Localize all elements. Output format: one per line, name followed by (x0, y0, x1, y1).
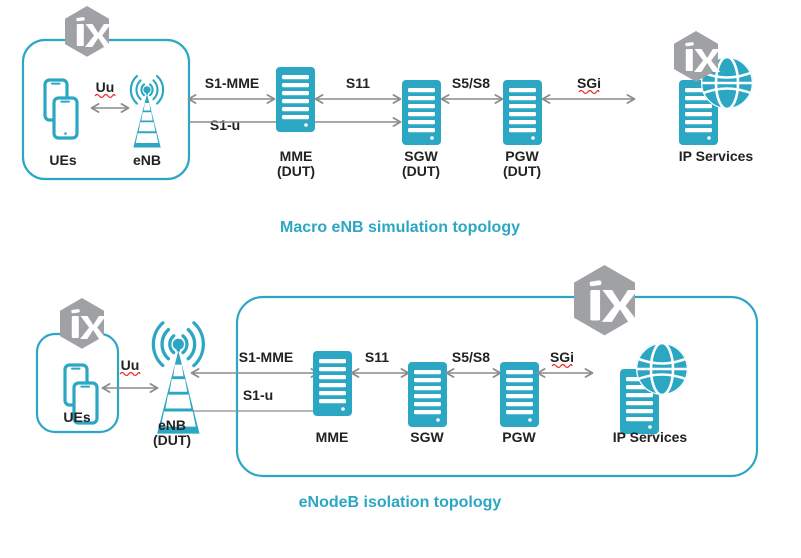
svg-text:MME: MME (316, 429, 349, 445)
svg-text:eNB: eNB (158, 417, 186, 433)
svg-text:IP Services: IP Services (679, 148, 754, 164)
svg-text:SGW: SGW (410, 429, 444, 445)
svg-text:S1-MME: S1-MME (205, 75, 259, 91)
svg-text:S5/S8: S5/S8 (452, 349, 490, 365)
svg-text:(DUT): (DUT) (153, 432, 191, 448)
svg-text:UEs: UEs (63, 409, 90, 425)
svg-text:S1-MME: S1-MME (239, 349, 293, 365)
svg-text:eNB: eNB (133, 152, 161, 168)
svg-text:S5/S8: S5/S8 (452, 75, 490, 91)
svg-text:S1-u: S1-u (243, 387, 273, 403)
svg-text:Uu: Uu (96, 79, 115, 95)
svg-text:IP Services: IP Services (613, 429, 688, 445)
svg-text:PGW: PGW (502, 429, 536, 445)
svg-text:PGW: PGW (505, 148, 539, 164)
svg-text:SGi: SGi (577, 75, 601, 91)
svg-text:MME: MME (280, 148, 313, 164)
svg-text:S11: S11 (365, 349, 389, 365)
svg-text:(DUT): (DUT) (402, 163, 440, 179)
svg-text:S1-u: S1-u (210, 117, 240, 133)
svg-text:Uu: Uu (121, 357, 140, 373)
svg-text:Macro eNB simulation topology: Macro eNB simulation topology (280, 219, 520, 236)
svg-text:S11: S11 (346, 75, 370, 91)
svg-text:(DUT): (DUT) (277, 163, 315, 179)
svg-text:UEs: UEs (49, 152, 76, 168)
svg-text:(DUT): (DUT) (503, 163, 541, 179)
svg-text:SGW: SGW (404, 148, 438, 164)
svg-text:SGi: SGi (550, 349, 574, 365)
svg-text:eNodeB isolation topology: eNodeB isolation topology (299, 494, 502, 511)
